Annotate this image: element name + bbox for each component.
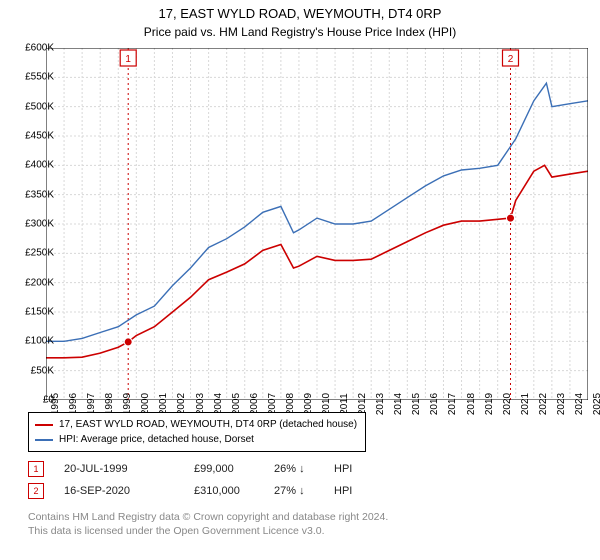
y-axis-tick-label: £400K — [14, 160, 54, 171]
x-axis-tick-label: 2024 — [574, 393, 585, 415]
y-axis-tick-label: £200K — [14, 277, 54, 288]
x-axis-tick-label: 2020 — [502, 393, 513, 415]
datapoint-row: 2 16-SEP-2020£310,00027% ↓HPI — [28, 480, 352, 502]
y-axis-tick-label: £250K — [14, 248, 54, 259]
legend-swatch — [35, 424, 53, 426]
footnote: Contains HM Land Registry data © Crown c… — [28, 510, 388, 538]
svg-text:1: 1 — [125, 54, 131, 65]
datapoint-pct: 27% ↓ — [274, 485, 334, 497]
x-axis-tick-label: 2015 — [411, 393, 422, 415]
line-chart-svg: 12 — [46, 48, 588, 400]
footnote-line: This data is licensed under the Open Gov… — [28, 524, 388, 538]
legend-item: 17, EAST WYLD ROAD, WEYMOUTH, DT4 0RP (d… — [35, 417, 357, 432]
datapoint-row: 1 20-JUL-1999£99,00026% ↓HPI — [28, 458, 352, 480]
y-axis-tick-label: £0 — [14, 395, 54, 406]
legend-swatch — [35, 439, 53, 441]
y-axis-tick-label: £100K — [14, 336, 54, 347]
x-axis-tick-label: 2018 — [466, 393, 477, 415]
x-axis-tick-label: 2023 — [556, 393, 567, 415]
y-axis-tick-label: £600K — [14, 43, 54, 54]
chart-subtitle: Price paid vs. HM Land Registry's House … — [0, 25, 600, 39]
y-axis-tick-label: £350K — [14, 189, 54, 200]
legend: 17, EAST WYLD ROAD, WEYMOUTH, DT4 0RP (d… — [28, 412, 366, 452]
y-axis-tick-label: £450K — [14, 131, 54, 142]
x-axis-tick-label: 2021 — [520, 393, 531, 415]
x-axis-tick-label: 2019 — [484, 393, 495, 415]
datapoint-marker: 2 — [28, 483, 44, 499]
legend-label: HPI: Average price, detached house, Dors… — [59, 432, 254, 447]
datapoint-price: £310,000 — [194, 485, 274, 497]
chart-area: 12 — [46, 48, 588, 400]
x-axis-tick-label: 2017 — [447, 393, 458, 415]
svg-text:2: 2 — [508, 54, 514, 65]
datapoint-pct: 26% ↓ — [274, 463, 334, 475]
legend-label: 17, EAST WYLD ROAD, WEYMOUTH, DT4 0RP (d… — [59, 417, 357, 432]
y-axis-tick-label: £550K — [14, 72, 54, 83]
datapoint-date: 16-SEP-2020 — [64, 485, 194, 497]
x-axis-tick-label: 2025 — [592, 393, 600, 415]
x-axis-tick-label: 2013 — [375, 393, 386, 415]
datapoint-vs: HPI — [334, 463, 352, 475]
datapoint-price: £99,000 — [194, 463, 274, 475]
y-axis-tick-label: £500K — [14, 101, 54, 112]
datapoint-table: 1 20-JUL-1999£99,00026% ↓HPI 2 16-SEP-2020£… — [28, 458, 352, 502]
y-axis-tick-label: £300K — [14, 219, 54, 230]
datapoint-date: 20-JUL-1999 — [64, 463, 194, 475]
y-axis-tick-label: £150K — [14, 307, 54, 318]
x-axis-tick-label: 2014 — [393, 393, 404, 415]
y-axis-tick-label: £50K — [14, 365, 54, 376]
x-axis-tick-label: 2022 — [538, 393, 549, 415]
footnote-line: Contains HM Land Registry data © Crown c… — [28, 510, 388, 524]
datapoint-vs: HPI — [334, 485, 352, 497]
legend-item: HPI: Average price, detached house, Dors… — [35, 432, 357, 447]
datapoint-marker: 1 — [28, 461, 44, 477]
x-axis-tick-label: 2016 — [429, 393, 440, 415]
chart-title: 17, EAST WYLD ROAD, WEYMOUTH, DT4 0RP — [0, 0, 600, 23]
